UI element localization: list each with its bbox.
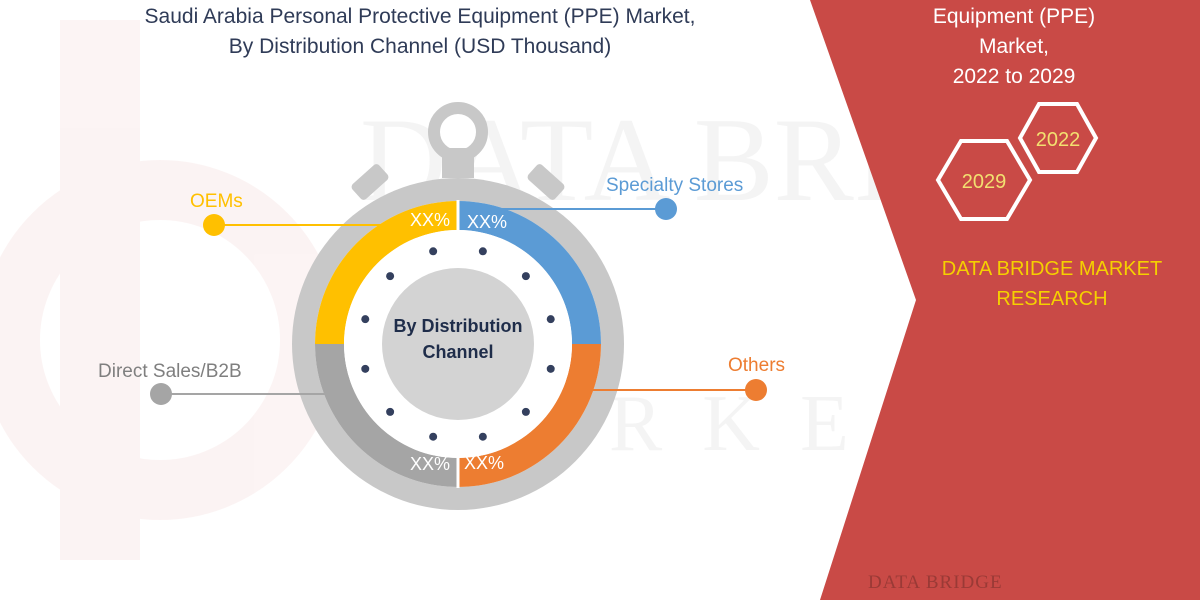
callout-label: Direct Sales/B2B — [98, 361, 242, 382]
donut-segment-oems — [315, 201, 458, 344]
callout-label: Specialty Stores — [606, 175, 743, 196]
right-panel-title-line1: Equipment (PPE) Market, — [932, 5, 1096, 58]
dial-ticks — [361, 247, 555, 441]
chart-title-line2: By Distribution Channel (USD Thousand) — [228, 35, 612, 58]
hexagon-2022: 2022 — [1017, 102, 1099, 174]
stopwatch-right-button — [527, 164, 565, 200]
donut-segment-direct-sales-b2b — [315, 344, 458, 487]
footer-logo: DATA BRIDGE — [868, 572, 1003, 594]
chart-title-line1: Saudi Arabia Personal Protective Equipme… — [144, 5, 696, 28]
dial-tick-dot — [546, 315, 555, 324]
donut-segments: XX% XX% XX% XX% — [315, 200, 601, 488]
callout-dot — [150, 383, 172, 405]
hexagon-2029: 2029 — [935, 139, 1033, 221]
dial-tick-dot — [361, 364, 370, 373]
center-circle — [382, 268, 534, 420]
callout-label: OEMs — [190, 191, 243, 212]
dial-tick-dot — [429, 247, 438, 256]
dial-tick-dot — [361, 315, 370, 324]
dial-tick-dot — [478, 247, 487, 256]
segment-value-label: XX% — [410, 210, 450, 230]
brand-name-line2: RESEARCH — [996, 288, 1108, 310]
hexagon-2022-label: 2022 — [1036, 129, 1081, 151]
right-panel-background — [810, 0, 1200, 600]
dial-tick-dot — [521, 272, 530, 281]
right-panel-title-line2: 2022 to 2029 — [952, 65, 1076, 88]
callout-dot — [655, 198, 677, 220]
dial-tick-dot — [478, 432, 487, 441]
dial-tick-dot — [386, 407, 395, 416]
segment-value-label: XX% — [410, 454, 450, 474]
brand-name-line1: DATA BRIDGE MARKET — [941, 258, 1163, 280]
footer-logo-text: DATA BRIDGE — [868, 572, 1003, 593]
callouts: Specialty Stores Others Direct Sales/B2B OE… — [98, 175, 785, 405]
dial-tick-dot — [429, 432, 438, 441]
dial-tick-dot — [386, 272, 395, 281]
segment-value-label: XX% — [467, 212, 507, 232]
dial-tick-dot — [546, 364, 555, 373]
center-label-line2: Channel — [422, 342, 493, 362]
hexagon-2029-label: 2029 — [962, 171, 1007, 193]
center-label-line1: By Distribution — [394, 316, 523, 336]
callout-dot — [203, 214, 225, 236]
stopwatch-stem — [442, 148, 474, 178]
callout-label: Others — [728, 355, 785, 376]
chart-title: Saudi Arabia Personal Protective Equipme… — [40, 2, 800, 62]
donut-segment-specialty-stores — [458, 201, 601, 344]
right-panel-title: Equipment (PPE) Market, 2022 to 2029 — [900, 2, 1128, 92]
callout-dot — [745, 379, 767, 401]
segment-value-label: XX% — [464, 453, 504, 473]
brand-name: DATA BRIDGE MARKET RESEARCH — [924, 254, 1180, 314]
donut-segment-others — [458, 344, 601, 487]
stopwatch-left-button — [351, 164, 389, 200]
dial-tick-dot — [521, 407, 530, 416]
